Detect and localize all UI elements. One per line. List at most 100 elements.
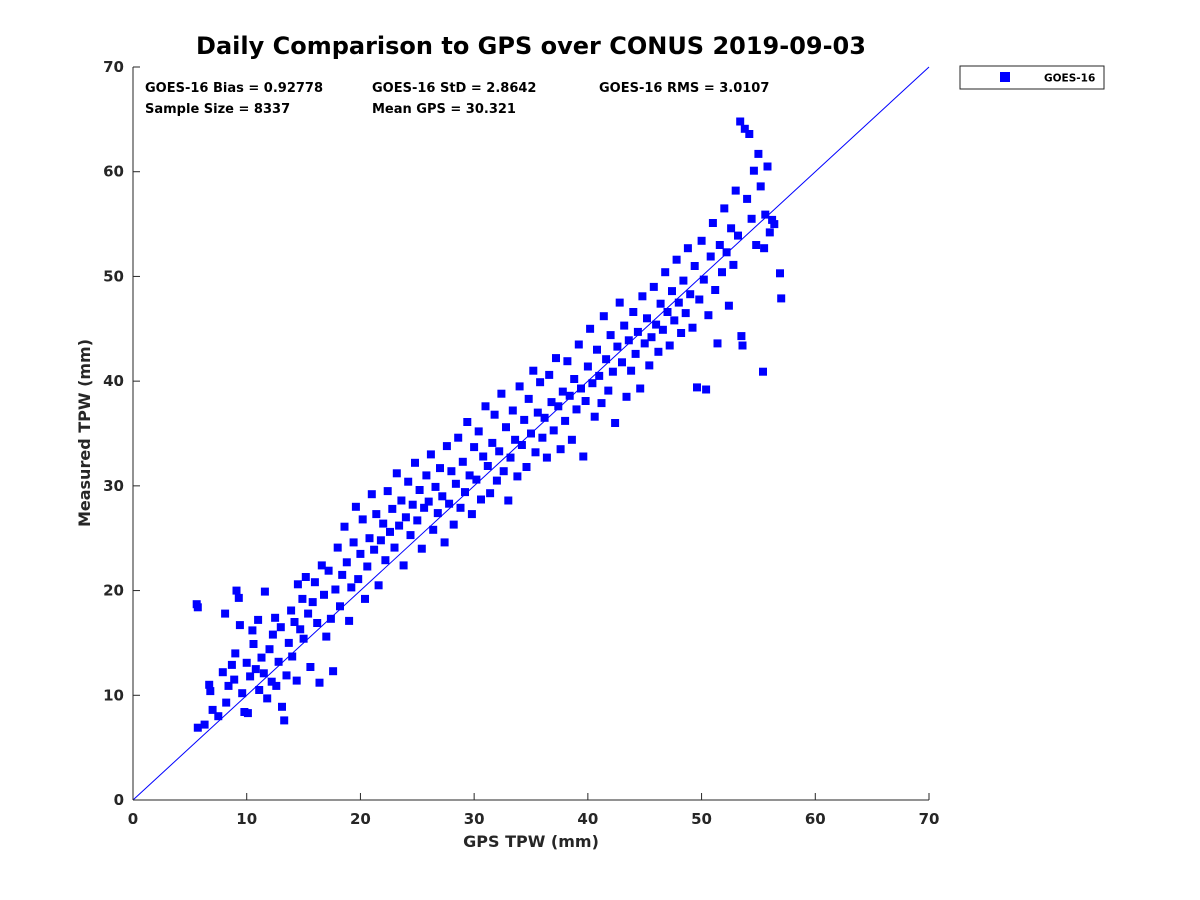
data-point	[263, 694, 272, 703]
data-point	[282, 671, 291, 680]
data-point	[306, 663, 315, 671]
data-point	[776, 269, 784, 278]
data-point	[399, 561, 408, 570]
data-point	[752, 241, 761, 249]
y-tick-label: 40	[103, 372, 124, 390]
y-tick-label: 10	[103, 686, 124, 704]
plot-area: 0 10 20 30 40 50 60 70 0 10 20 30 40 50 60 70	[103, 58, 939, 828]
data-point	[629, 308, 638, 316]
data-point	[433, 509, 442, 518]
data-point	[740, 124, 749, 133]
data-point	[265, 645, 274, 654]
data-point	[411, 458, 419, 467]
data-point	[745, 130, 754, 138]
y-tick-label: 70	[103, 58, 124, 76]
y-tick-label: 50	[103, 267, 124, 285]
data-point	[549, 426, 558, 435]
data-point	[351, 502, 360, 511]
data-point	[356, 549, 365, 558]
data-point	[246, 672, 255, 681]
data-point	[570, 375, 579, 383]
legend-box	[959, 65, 1105, 90]
data-point	[292, 676, 301, 685]
data-point	[310, 578, 319, 587]
data-point	[729, 260, 738, 269]
data-point	[713, 339, 722, 348]
data-point	[583, 362, 592, 371]
data-point	[408, 500, 417, 509]
data-point	[558, 387, 567, 396]
data-point	[527, 429, 535, 438]
data-point	[727, 224, 736, 233]
x-tick-label: 10	[236, 810, 257, 828]
data-point	[454, 433, 463, 442]
legend-label-goes16: GOES-16	[1044, 73, 1095, 85]
data-point	[699, 275, 708, 284]
data-point	[431, 482, 440, 491]
data-point	[690, 262, 699, 270]
data-point	[251, 665, 260, 674]
data-point	[759, 367, 767, 376]
chart-title: Daily Comparison to GPS over CONUS 2019-…	[196, 32, 866, 60]
y-tick-label: 60	[103, 163, 124, 181]
data-point	[556, 445, 565, 454]
data-point	[227, 660, 236, 669]
data-point	[520, 415, 529, 424]
data-point	[608, 367, 617, 376]
data-point	[193, 723, 202, 732]
data-point	[531, 448, 540, 457]
data-point	[734, 231, 742, 240]
data-point	[654, 347, 663, 356]
data-point	[720, 204, 729, 213]
x-axis-ticks: 0 10 20 30 40 50 60 70	[128, 793, 939, 828]
data-point	[590, 412, 599, 421]
data-point	[383, 487, 392, 496]
data-point	[622, 392, 631, 401]
data-point	[388, 504, 397, 513]
data-point	[218, 668, 227, 677]
data-point	[593, 345, 601, 354]
data-point	[315, 678, 324, 687]
data-point	[490, 410, 499, 419]
data-point	[235, 621, 244, 630]
data-point	[481, 402, 490, 411]
data-point	[320, 590, 328, 599]
data-point	[554, 402, 563, 411]
data-point	[458, 457, 467, 466]
data-point	[278, 702, 286, 711]
data-point	[461, 488, 469, 497]
data-point	[449, 520, 458, 529]
data-point	[602, 355, 611, 364]
data-point	[508, 406, 517, 415]
data-point	[640, 339, 649, 348]
data-point	[298, 594, 307, 603]
y-tick-label: 0	[114, 791, 124, 809]
data-point	[731, 186, 740, 195]
data-point	[722, 248, 731, 257]
data-point	[329, 667, 338, 676]
data-point	[524, 394, 533, 403]
data-point	[424, 497, 433, 506]
data-point	[445, 499, 454, 508]
data-point	[338, 570, 347, 579]
data-point	[296, 625, 305, 634]
data-point	[658, 325, 667, 334]
data-point	[597, 399, 606, 408]
data-point	[272, 681, 281, 690]
data-point	[206, 687, 215, 696]
data-point	[749, 166, 758, 175]
data-point	[643, 314, 651, 323]
data-points	[192, 117, 786, 732]
data-point	[200, 720, 209, 729]
data-point	[647, 333, 656, 342]
data-point	[768, 215, 777, 224]
data-point	[232, 586, 241, 595]
x-axis-label: GPS TPW (mm)	[463, 832, 599, 851]
data-point	[415, 486, 424, 494]
data-point	[234, 593, 243, 602]
data-point	[456, 503, 465, 512]
data-point	[276, 623, 285, 632]
data-point	[301, 573, 310, 581]
data-point	[231, 649, 240, 658]
data-point	[561, 416, 570, 425]
